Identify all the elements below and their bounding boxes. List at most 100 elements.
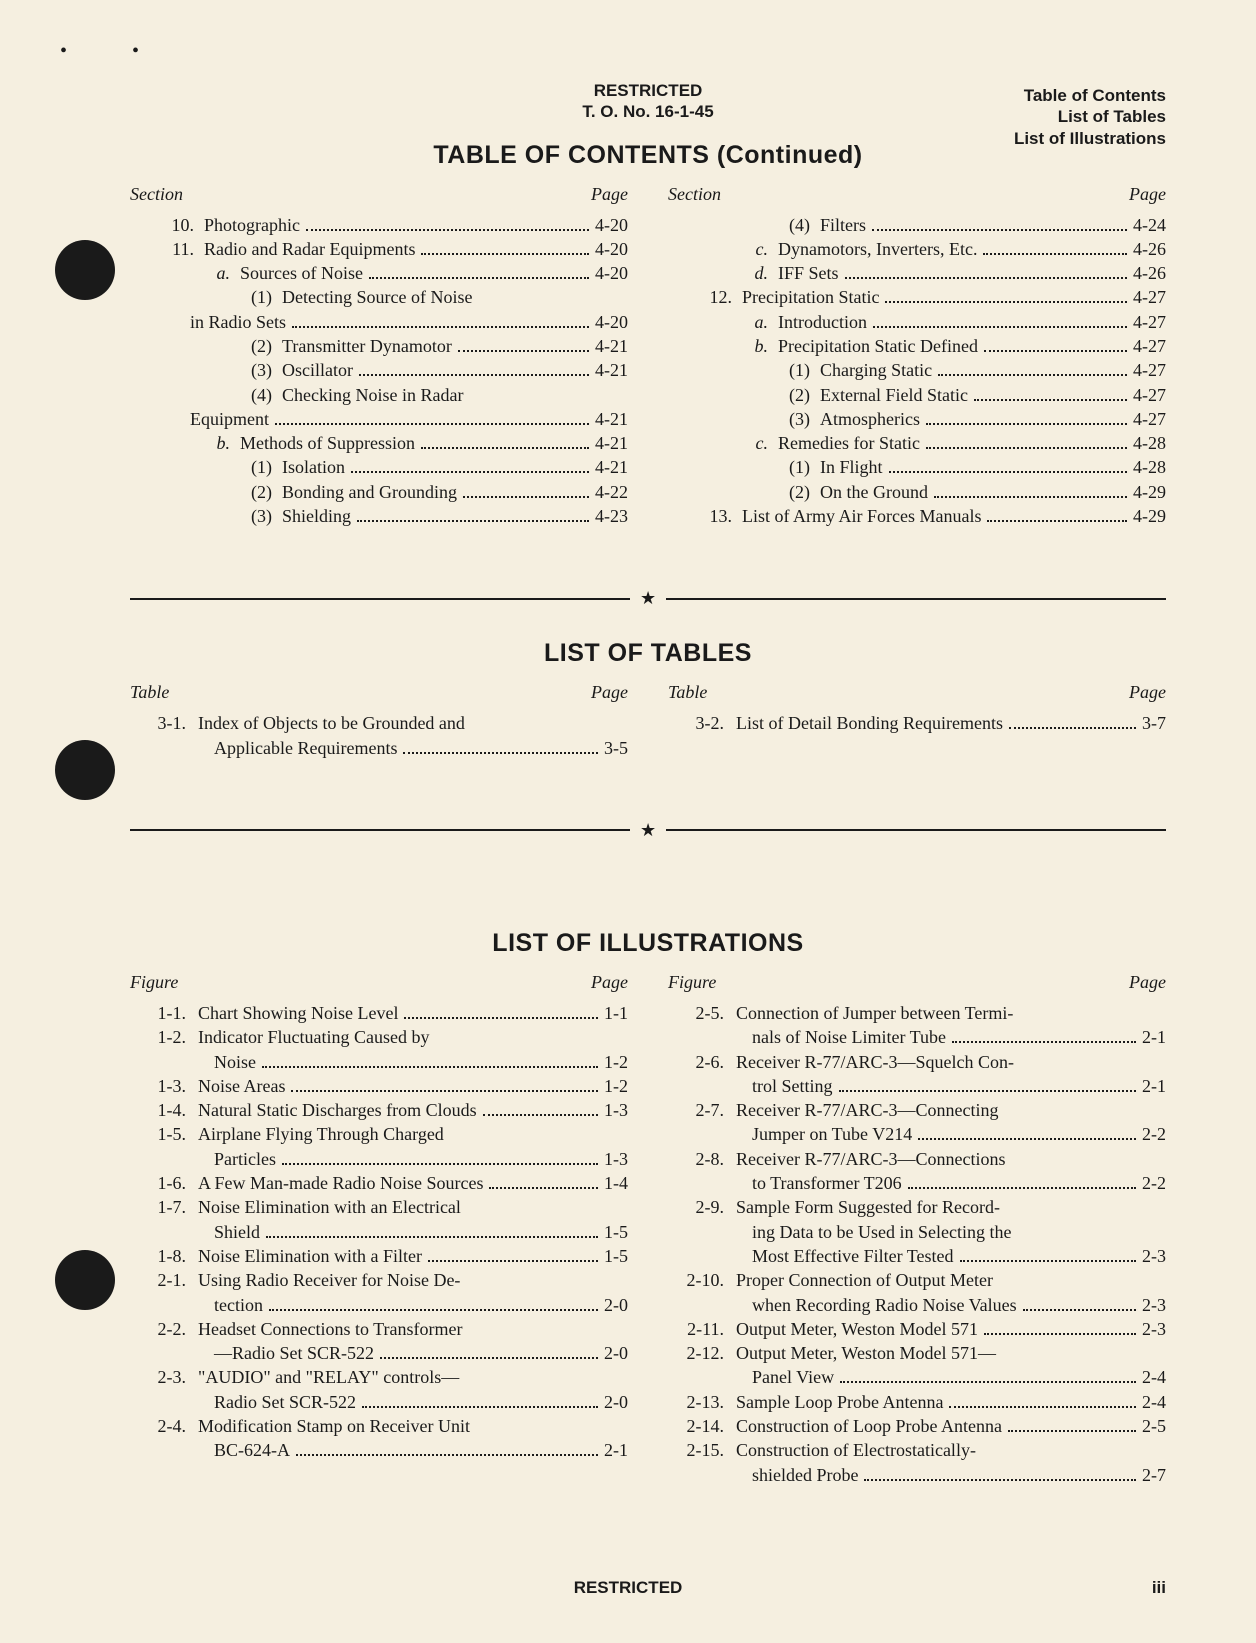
entry-page: 4-28 xyxy=(1133,455,1166,479)
toc-entry: 1-7.Noise Elimination with an Electrical xyxy=(130,1195,628,1219)
toc-entry-cont: ing Data to be Used in Selecting the xyxy=(668,1220,1166,1244)
loi-title: LIST OF ILLUSTRATIONS xyxy=(130,929,1166,958)
toc-entry: (2)External Field Static4-27 xyxy=(668,383,1166,407)
toc-columns: Section Page 10.Photographic4-2011.Radio… xyxy=(130,184,1166,529)
entry-number: (2) xyxy=(776,383,810,407)
toc-entry-cont: tection2-0 xyxy=(130,1293,628,1317)
toc-entry: c.Dynamotors, Inverters, Etc.4-26 xyxy=(668,237,1166,261)
toc-entry: 2-12.Output Meter, Weston Model 571— xyxy=(668,1341,1166,1365)
entry-page: 1-5 xyxy=(604,1220,628,1244)
toc-entry-cont: Particles1-3 xyxy=(130,1147,628,1171)
entry-text: Proper Connection of Output Meter xyxy=(736,1268,993,1292)
entry-text: Particles xyxy=(214,1147,276,1171)
entry-text: Equipment xyxy=(190,407,269,431)
entry-page: 2-3 xyxy=(1142,1244,1166,1268)
entry-text: Jumper on Tube V214 xyxy=(752,1122,912,1146)
entry-page: 4-21 xyxy=(595,455,628,479)
entry-page: 1-3 xyxy=(604,1098,628,1122)
entry-page: 2-3 xyxy=(1142,1293,1166,1317)
entry-text: External Field Static xyxy=(820,383,968,407)
col-head: Table Page xyxy=(668,682,1166,703)
entry-page: 4-27 xyxy=(1133,285,1166,309)
entry-number: 2-13. xyxy=(668,1390,724,1414)
entry-number: (4) xyxy=(238,383,272,407)
toc-entry-cont: —Radio Set SCR-5222-0 xyxy=(130,1341,628,1365)
entry-text: Shielding xyxy=(282,504,351,528)
col-head-left: Figure xyxy=(668,972,716,993)
entry-text: IFF Sets xyxy=(778,261,839,285)
toc-entry: 1-4.Natural Static Discharges from Cloud… xyxy=(130,1098,628,1122)
entry-text: Natural Static Discharges from Clouds xyxy=(198,1098,477,1122)
entry-page: 4-20 xyxy=(595,261,628,285)
toc-entry: 2-2. Headset Connections to Transformer xyxy=(130,1317,628,1341)
entry-text: Precipitation Static Defined xyxy=(778,334,978,358)
entry-page: 4-27 xyxy=(1133,310,1166,334)
col-head: Figure Page xyxy=(130,972,628,993)
entry-text: A Few Man-made Radio Noise Sources xyxy=(198,1171,483,1195)
entry-text: Applicable Requirements xyxy=(214,736,397,760)
entry-page: 4-27 xyxy=(1133,358,1166,382)
entry-text: shielded Probe xyxy=(752,1463,858,1487)
entry-text: Radio Set SCR-522 xyxy=(214,1390,356,1414)
entry-page: 2-5 xyxy=(1142,1414,1166,1438)
entry-number: 2-14. xyxy=(668,1414,724,1438)
entry-text: Detecting Source of Noise xyxy=(282,285,472,309)
punch-marks: • • xyxy=(60,40,169,63)
col-head-right: Page xyxy=(591,682,628,703)
toc-entry: d.IFF Sets4-26 xyxy=(668,261,1166,285)
entry-text: On the Ground xyxy=(820,480,928,504)
entry-text: Airplane Flying Through Charged xyxy=(198,1122,444,1146)
entry-number: 10. xyxy=(160,213,194,237)
entry-number: 2-10. xyxy=(668,1268,724,1292)
header-right-line: List of Illustrations xyxy=(1014,128,1166,149)
entry-number: (2) xyxy=(238,480,272,504)
entry-text: —Radio Set SCR-522 xyxy=(214,1341,374,1365)
toc-entry: 10.Photographic4-20 xyxy=(130,213,628,237)
col-head-left: Section xyxy=(668,184,721,205)
entry-number: 2-2. xyxy=(130,1317,186,1341)
entry-text: Methods of Suppression xyxy=(240,431,415,455)
toc-entry: 11.Radio and Radar Equipments4-20 xyxy=(130,237,628,261)
entry-text: Most Effective Filter Tested xyxy=(752,1244,954,1268)
entry-text: Headset Connections to Transformer xyxy=(198,1317,462,1341)
entry-text: trol Setting xyxy=(752,1074,833,1098)
col-head-right: Page xyxy=(591,972,628,993)
toc-entry: (4)Filters4-24 xyxy=(668,213,1166,237)
entry-text: In Flight xyxy=(820,455,883,479)
entry-number: 2-5. xyxy=(668,1001,724,1025)
entry-page: 4-29 xyxy=(1133,480,1166,504)
toc-entry-cont: Panel View2-4 xyxy=(668,1365,1166,1389)
col-head-right: Page xyxy=(1129,184,1166,205)
entry-text: Oscillator xyxy=(282,358,353,382)
footer-classification: RESTRICTED xyxy=(0,1578,1256,1598)
entry-number: 2-12. xyxy=(668,1341,724,1365)
entry-text: Modification Stamp on Receiver Unit xyxy=(198,1414,470,1438)
entry-page: 4-21 xyxy=(595,407,628,431)
toc-entry: (1)Isolation4-21 xyxy=(130,455,628,479)
entry-number: 2-1. xyxy=(130,1268,186,1292)
toc-entry-cont: BC-624-A2-1 xyxy=(130,1438,628,1462)
loi-right-col: Figure Page 2-5.Connection of Jumper bet… xyxy=(668,972,1166,1487)
entry-text: Isolation xyxy=(282,455,345,479)
entry-number: b. xyxy=(208,431,230,455)
entry-number: 2-11. xyxy=(668,1317,724,1341)
entry-number: 2-9. xyxy=(668,1195,724,1219)
entry-text: nals of Noise Limiter Tube xyxy=(752,1025,946,1049)
entry-number: 2-6. xyxy=(668,1050,724,1074)
entry-number: (1) xyxy=(238,285,272,309)
toc-entry: (1) Detecting Source of Noise xyxy=(130,285,628,309)
entry-number: (3) xyxy=(238,504,272,528)
entry-page: 3-5 xyxy=(604,736,628,760)
toc-entry: a.Introduction4-27 xyxy=(668,310,1166,334)
entry-text: Noise xyxy=(214,1050,256,1074)
entry-text: Chart Showing Noise Level xyxy=(198,1001,398,1025)
entry-page: 4-21 xyxy=(595,358,628,382)
toc-entry-cont: Noise1-2 xyxy=(130,1050,628,1074)
entry-number: c. xyxy=(746,237,768,261)
entry-page: 2-3 xyxy=(1142,1317,1166,1341)
header-right: Table of Contents List of Tables List of… xyxy=(1014,85,1166,149)
entry-number: (2) xyxy=(238,334,272,358)
entry-number: 1-1. xyxy=(130,1001,186,1025)
toc-title: TABLE OF CONTENTS (Continued) xyxy=(130,141,1166,170)
entry-text: Checking Noise in Radar xyxy=(282,383,463,407)
